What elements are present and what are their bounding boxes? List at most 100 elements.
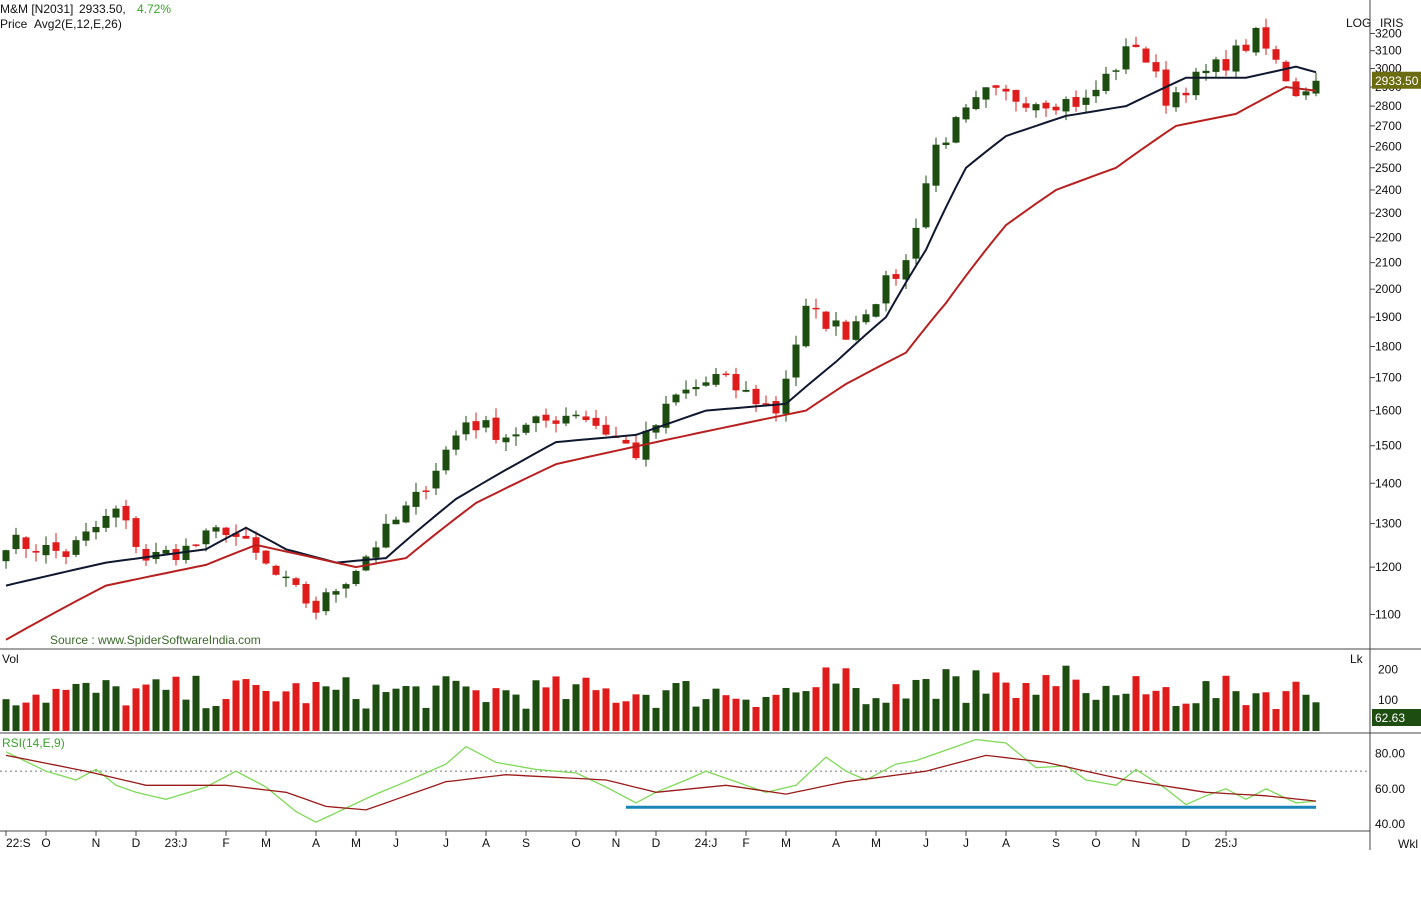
volume-bar — [112, 686, 120, 731]
candle-body — [132, 518, 140, 547]
volume-bar — [12, 705, 20, 731]
iris-label: IRIS — [1380, 16, 1403, 30]
candle-body — [1302, 91, 1310, 96]
candle-body — [1012, 89, 1020, 102]
candle-body — [772, 401, 780, 414]
volume-bar — [1112, 695, 1120, 731]
candle-body — [222, 527, 230, 536]
candle-body — [172, 549, 180, 561]
volume-bar — [192, 675, 200, 731]
time-tick-label: N — [1132, 836, 1141, 850]
candle-body — [1072, 97, 1080, 107]
candle-body — [392, 519, 400, 525]
volume-bar — [312, 681, 320, 731]
price-tick-label: 2600 — [1375, 139, 1402, 153]
price-badge: 2933.50 — [1372, 71, 1421, 89]
candle-body — [1112, 70, 1120, 72]
volume-bar — [1302, 694, 1310, 731]
time-tick-label: J — [963, 836, 969, 850]
candle-body — [632, 442, 640, 459]
volume-bar — [612, 702, 620, 731]
candle-body — [592, 417, 600, 426]
volume-bar — [282, 691, 290, 731]
candle-body — [332, 591, 340, 595]
candle-body — [742, 389, 750, 392]
volume-bar — [172, 676, 180, 731]
volume-bar — [1142, 694, 1150, 731]
candle-body — [1272, 49, 1280, 60]
candle-body — [882, 275, 890, 304]
candle-body — [562, 415, 570, 424]
moving-averages — [5, 65, 1317, 641]
time-tick-label: S — [1052, 836, 1060, 850]
volume-bar — [702, 699, 710, 731]
volume-bar — [32, 694, 40, 731]
price-tick-label: 2700 — [1375, 119, 1402, 133]
candle-body — [32, 550, 40, 553]
candle-body — [712, 374, 720, 385]
candle-body — [1132, 44, 1140, 48]
volume-bar — [52, 688, 60, 731]
volume-bar — [1022, 683, 1030, 731]
candle-body — [832, 320, 840, 327]
volume-bar — [712, 688, 720, 731]
candle-body — [992, 85, 1000, 88]
volume-bar — [212, 705, 220, 731]
time-tick-label: D — [652, 836, 661, 850]
candle-body — [552, 420, 560, 424]
volume-bar — [942, 669, 950, 731]
volume-bar — [982, 693, 990, 731]
volume-bar — [912, 679, 920, 731]
candle-body — [1082, 97, 1090, 105]
candle-body — [1202, 70, 1210, 74]
candle-body — [672, 394, 680, 403]
candle-body — [12, 534, 20, 550]
volume-bar — [1242, 705, 1250, 731]
candle-body — [1122, 46, 1130, 70]
volume-bar — [1182, 703, 1190, 731]
candle-body — [512, 434, 520, 437]
volume-bar — [492, 688, 500, 731]
volume-bar — [382, 692, 390, 731]
candle-body — [422, 490, 430, 492]
candle-body — [692, 386, 700, 390]
volume-bar — [292, 683, 300, 731]
volume-bar — [1102, 685, 1110, 731]
volume-bar — [232, 680, 240, 731]
candle-body — [52, 542, 60, 551]
price-tick-label: 1100 — [1375, 607, 1401, 621]
price-tick-label: 2400 — [1375, 183, 1402, 197]
volume-bar — [742, 699, 750, 731]
candle-body — [22, 537, 30, 549]
candle-body — [62, 551, 70, 557]
volume-bar — [902, 698, 910, 731]
candle-body — [812, 307, 820, 310]
symbol-label: M&M [N2031] — [0, 2, 73, 16]
time-tick-label: M — [351, 836, 361, 850]
candle-body — [1232, 45, 1240, 72]
candle-body — [802, 305, 810, 347]
log-scale-label: LOG — [1346, 16, 1371, 30]
volume-bar — [132, 688, 140, 731]
volume-bar — [1272, 709, 1280, 731]
candle-body — [142, 548, 150, 561]
candle-body — [1152, 62, 1160, 72]
time-tick-label: J — [443, 836, 449, 850]
candle-body — [892, 274, 900, 279]
candle-body — [322, 592, 330, 612]
volume-bar — [442, 676, 450, 731]
volume-bar — [392, 688, 400, 731]
volume-bar — [692, 706, 700, 731]
volume-bar — [832, 683, 840, 731]
volume-bar — [582, 677, 590, 731]
volume-bar — [352, 699, 360, 731]
price-axis: 1100 1200 1300 1400 1500 1600 1700 1800 1900 2000… — [1370, 26, 1402, 621]
candle-body — [582, 416, 590, 421]
candlesticks — [2, 18, 1320, 620]
candle-body — [1022, 103, 1030, 108]
candle-body — [352, 571, 360, 585]
volume-bar — [672, 683, 680, 731]
volume-bar — [142, 684, 150, 731]
volume-bar — [842, 668, 850, 731]
volume-bar — [1082, 693, 1090, 731]
